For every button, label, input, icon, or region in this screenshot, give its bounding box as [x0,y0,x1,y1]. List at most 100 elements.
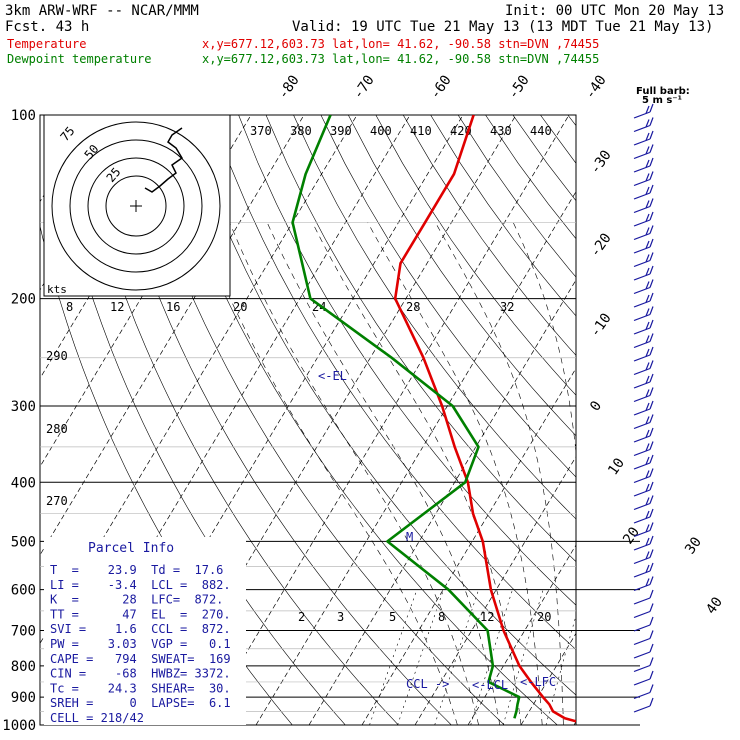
wind-barb [633,624,651,632]
wind-barb [633,664,651,673]
wind-barb [645,227,650,236]
wind-barb [645,564,650,573]
wind-barb [633,529,651,538]
wind-barb [649,157,654,167]
wind-barb [633,124,651,133]
wind-barb [633,543,651,551]
parcel-info-row: SVI = 1.6 CCL = 872. [50,622,231,636]
dry-adiabat-line [402,115,576,356]
wind-barb [645,267,650,276]
wind-barb [645,281,650,290]
wind-barb [633,165,651,173]
wind-barb [649,333,654,342]
wind-barb [645,524,650,533]
wind-barb [645,497,650,506]
wind-barb [633,583,651,592]
wind-barb [645,159,650,168]
pressure-label: 100 [11,108,36,124]
isotherm-label: -70 [350,72,378,102]
isotherm-label: -30 [587,147,615,177]
wind-barb [649,184,654,194]
wind-barb [645,119,650,128]
isotherm-line [680,115,740,725]
wind-barb [633,178,651,187]
hodograph-trace [144,127,184,193]
sounding-traces [291,115,576,723]
wind-barb [633,394,651,403]
sounding-annotations: <-EL CCL -> <-LCL <-LFC M [318,369,556,692]
parcel-info-row: LI = -3.4 LCL = 882. [50,578,231,592]
dry-adiabat-line [623,115,740,725]
theta-e-label: 380 [290,124,312,138]
isotherm-line [520,632,576,725]
isotherm-label: 20 [620,524,643,547]
wind-barb [649,117,654,126]
hodograph-units: kts [47,283,67,296]
dry-adiabat-line [512,115,576,202]
wind-barb [633,448,651,457]
isotherm-line [573,720,576,725]
wind-barb [633,300,651,308]
wind-barb [649,360,654,369]
wind-barb [645,321,650,330]
temperature-legend: Temperature [7,37,86,51]
wind-barb [645,213,650,222]
mixing-ratio-line [369,589,418,725]
wind-barb [633,340,651,349]
wind-barb [645,483,650,492]
isotherm-line [40,115,305,556]
isotherm-label: 30 [682,534,705,557]
wind-barb [649,198,654,207]
wind-barb [633,286,651,295]
wet-bulb-label: 16 [166,300,180,314]
wind-barb [645,335,650,344]
wind-barb [645,173,650,182]
wind-barb [649,414,654,423]
model-title: 3km ARW-WRF -- NCAR/MMM [5,3,199,19]
wind-barb [649,292,654,302]
pressure-label: 900 [11,690,36,706]
valid-time: Valid: 19 UTC Tue 21 May 13 (13 MDT Tue … [292,19,713,35]
wind-barb [645,429,650,438]
isotherm-label: -20 [587,230,615,260]
isotherm-label: -40 [582,72,610,102]
wind-barb [649,279,654,288]
wind-barb [645,105,650,114]
wind-barb [633,421,651,430]
pressure-label: 1000 [2,718,36,734]
wind-barb [649,562,654,572]
wind-barb [633,327,651,335]
moist-adiabat-line [266,222,501,725]
wind-barb [649,535,654,545]
wind-barb [645,416,650,425]
dry-adiabat-line [320,115,576,478]
dry-adiabat-line [210,115,576,651]
wind-barb [633,516,651,524]
wind-barb [649,684,654,693]
init-time: Init: 00 UTC Mon 20 May 13 [505,3,724,19]
pressure-label: 700 [11,624,36,640]
dry-adiabat-line [540,115,576,164]
wind-barb [649,171,654,180]
dry-adiabat-label: 270 [46,494,68,508]
wind-barb [649,238,654,248]
pressure-label: 600 [11,583,36,599]
wind-barb [649,211,654,221]
isotherm-line [308,279,576,725]
moist-adiabat-line [312,222,522,725]
parcel-info-row: PW = 3.03 VGP = 0.1 [50,637,231,651]
pressure-label: 200 [11,292,36,308]
wind-barb [649,697,654,707]
wind-barb [645,389,650,398]
isotherm-line [96,115,464,725]
wind-barb [645,308,650,317]
m-marker: M [406,530,413,544]
wet-bulb-label: 8 [66,300,73,314]
wind-barb [633,691,651,700]
wind-barb [633,489,651,497]
wind-barb [645,443,650,452]
wind-barb [649,441,654,450]
wind-barb [649,616,654,626]
isotherm-label: -60 [427,72,455,102]
